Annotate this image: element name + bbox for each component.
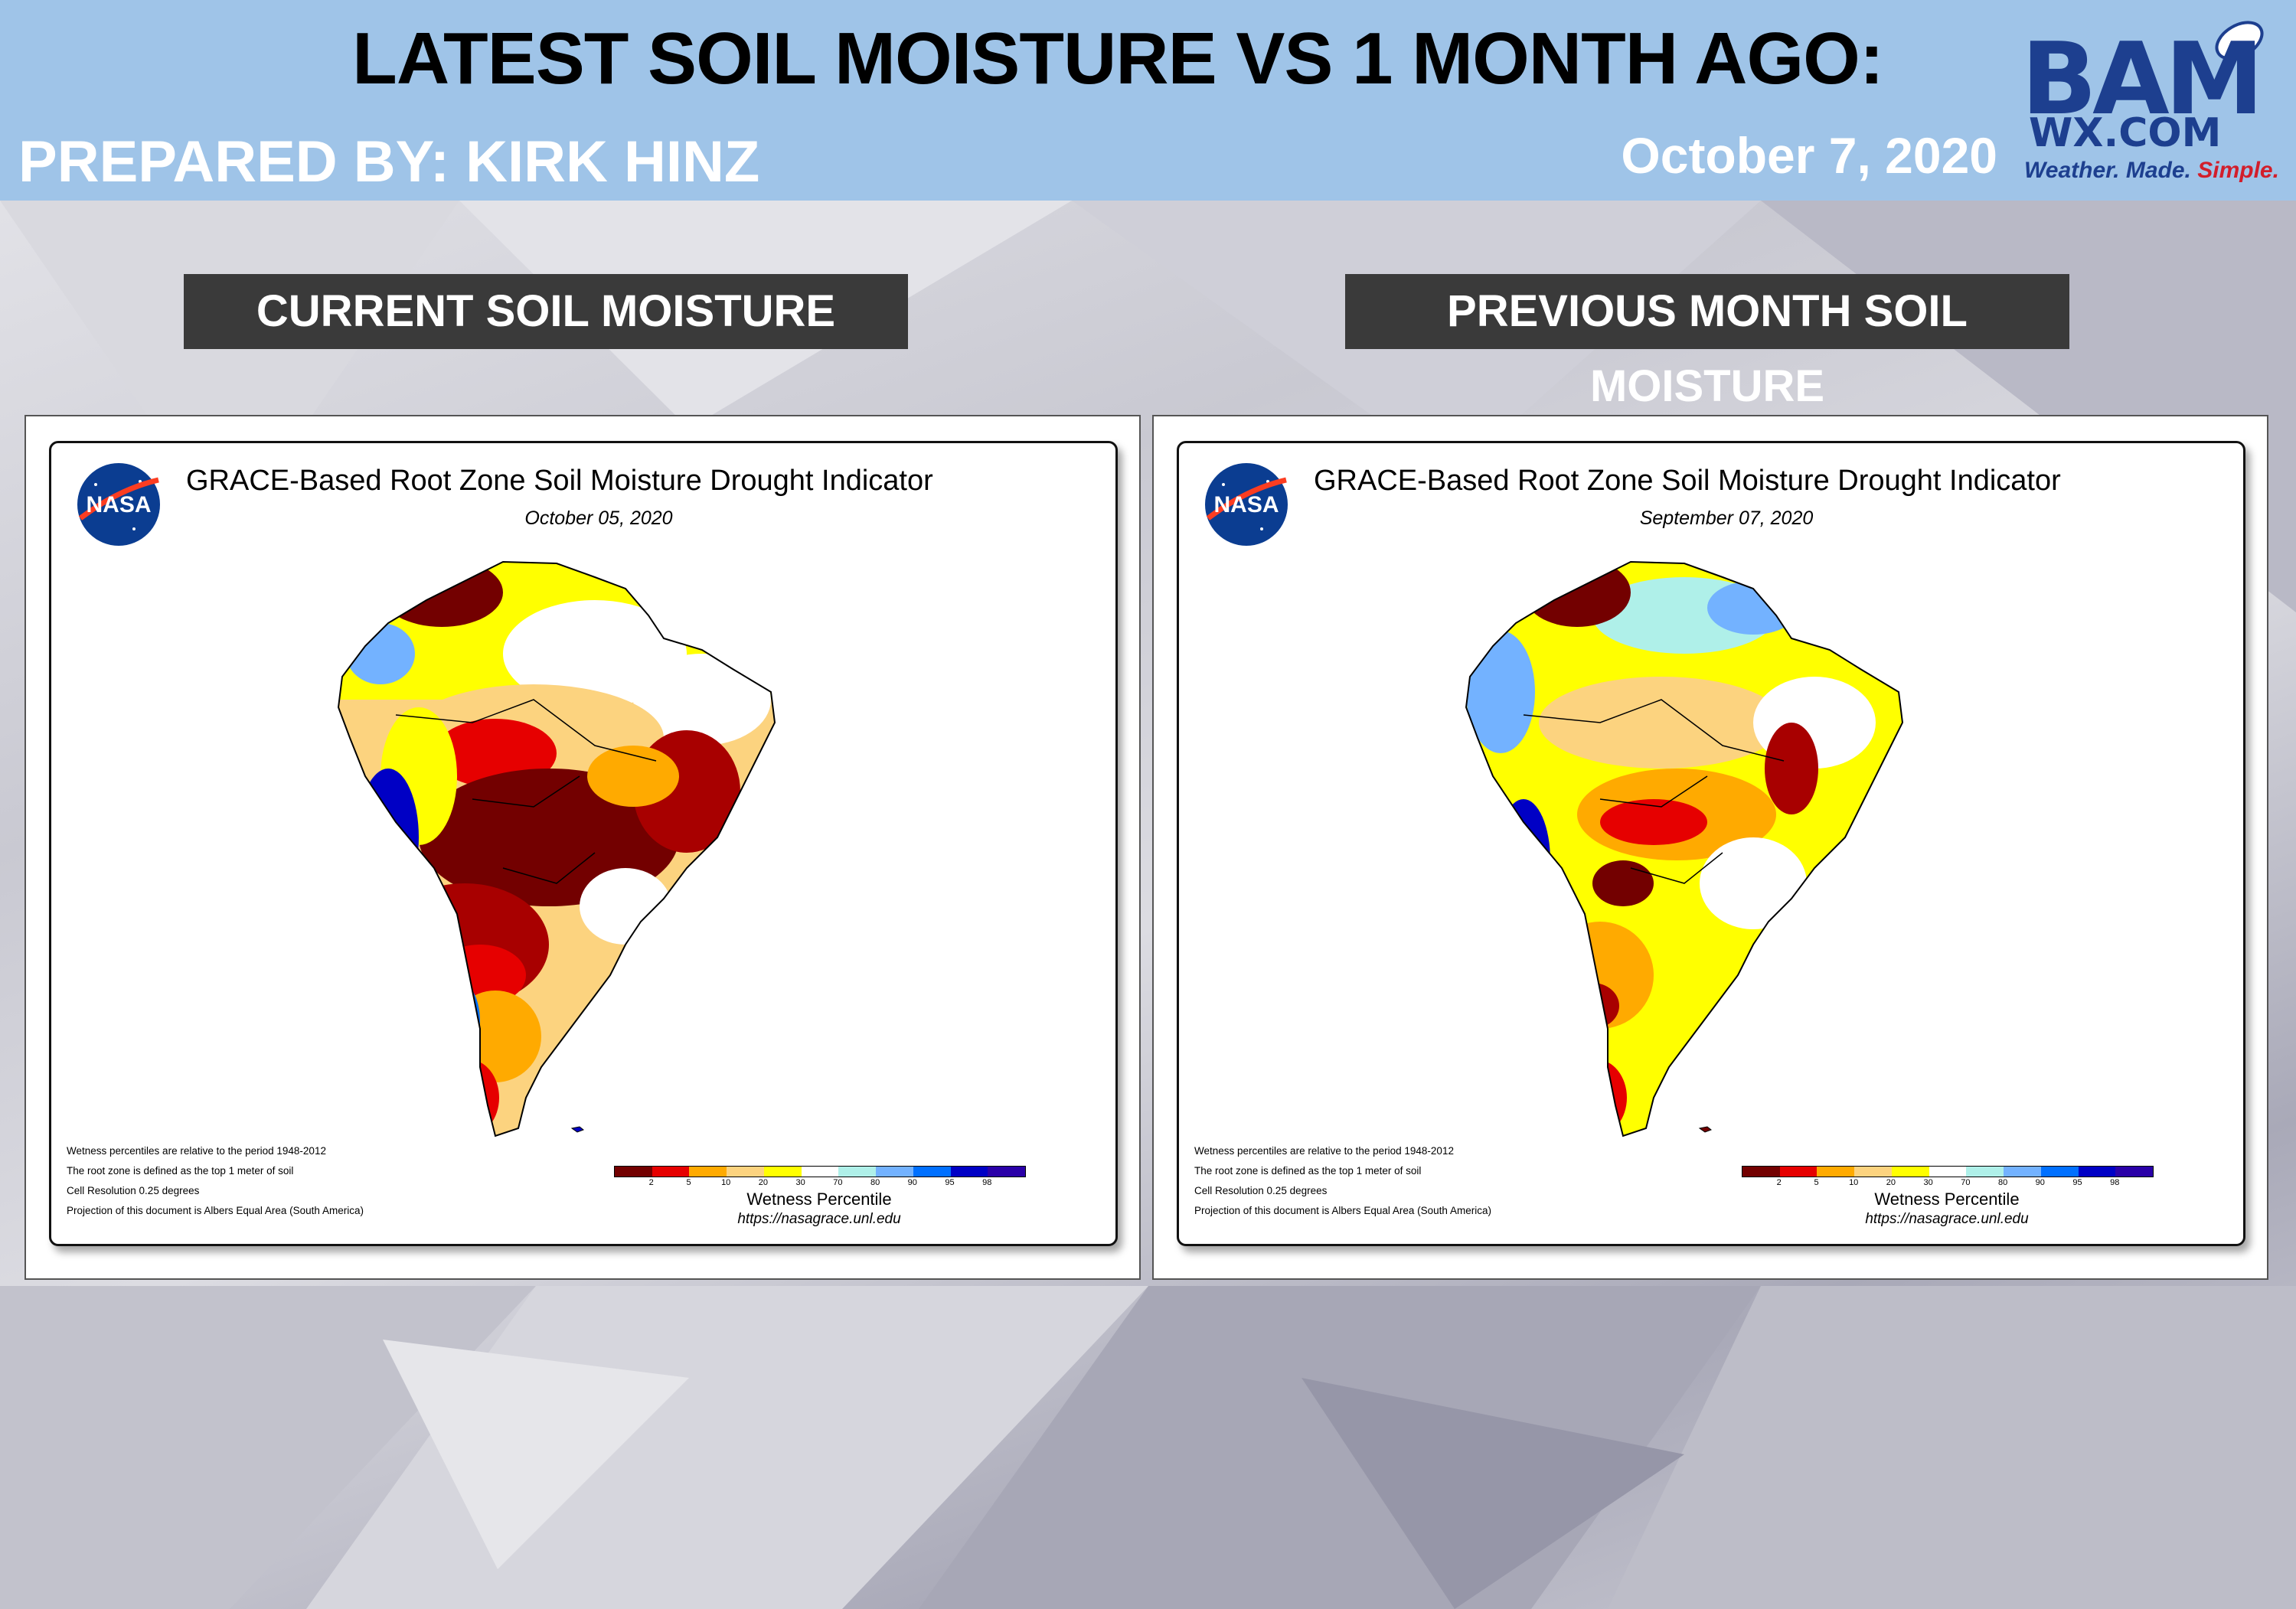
- map-title: GRACE-Based Root Zone Soil Moisture Drou…: [1314, 465, 2061, 497]
- legend-color-bar: [1742, 1166, 2154, 1177]
- logo-main-text: BAM: [2021, 21, 2264, 137]
- page-title: LATEST SOIL MOISTURE VS 1 MONTH AGO:: [352, 18, 1884, 100]
- source-url: https://nasagrace.unl.edu: [737, 1211, 901, 1227]
- bamwx-logo: BAM WX.COM Weather. Made. Simple.: [2013, 14, 2289, 183]
- prepared-by-label: PREPARED BY: KIRK HINZ: [18, 129, 760, 194]
- map-notes: Wetness percentiles are relative to the …: [67, 1145, 364, 1216]
- map-date: October 05, 2020: [524, 508, 673, 529]
- south-america-drought-map: [1465, 560, 1904, 1137]
- south-america-drought-map: [337, 560, 776, 1137]
- wetness-legend: 2 5 10 20 30 70 80 90 95 98 Wetness Perc…: [614, 1166, 1027, 1235]
- nasa-logo-icon: NASA: [1205, 463, 1288, 546]
- nasa-logo-icon: NASA: [77, 463, 160, 546]
- legend-ticks: 2 5 10 20 30 70 80 90 95 98: [648, 1178, 992, 1187]
- previous-month-soil-moisture-label: PREVIOUS MONTH SOIL MOISTURE: [1345, 274, 2069, 411]
- logo-domain-text: WX.COM: [2029, 110, 2222, 156]
- legend-color-bar: [614, 1166, 1026, 1177]
- map-notes: Wetness percentiles are relative to the …: [1194, 1145, 1491, 1216]
- date-label: October 7, 2020: [1621, 127, 1997, 184]
- svg-text:NASA: NASA: [1213, 492, 1279, 517]
- wetness-legend: 2 5 10 20 30 70 80 90 95 98 Wetness Perc…: [1742, 1166, 2155, 1235]
- football-icon: [2215, 21, 2264, 60]
- previous-map-panel: NASA GRACE-Based Root Zone Soil Moisture…: [1152, 415, 2268, 1280]
- map-date: September 07, 2020: [1639, 508, 1814, 529]
- header-banner: LATEST SOIL MOISTURE VS 1 MONTH AGO: PRE…: [0, 0, 2296, 201]
- current-map-panel: NASA GRACE-Based Root Zone Soil Moisture…: [24, 415, 1141, 1280]
- map-frame: NASA GRACE-Based Root Zone Soil Moisture…: [49, 441, 1118, 1246]
- current-soil-moisture-label: CURRENT SOIL MOISTURE: [184, 274, 908, 349]
- map-frame: NASA GRACE-Based Root Zone Soil Moisture…: [1177, 441, 2245, 1246]
- logo-tagline: Weather. Made. Simple.: [2024, 158, 2279, 183]
- legend-title: Wetness Percentile: [746, 1190, 892, 1209]
- svg-text:NASA: NASA: [86, 492, 151, 517]
- source-url: https://nasagrace.unl.edu: [1865, 1211, 2029, 1227]
- legend-title: Wetness Percentile: [1874, 1190, 2020, 1209]
- map-title: GRACE-Based Root Zone Soil Moisture Drou…: [186, 465, 933, 497]
- legend-ticks: 2 5 10 20 30 70 80 90 95 98: [1776, 1178, 2120, 1187]
